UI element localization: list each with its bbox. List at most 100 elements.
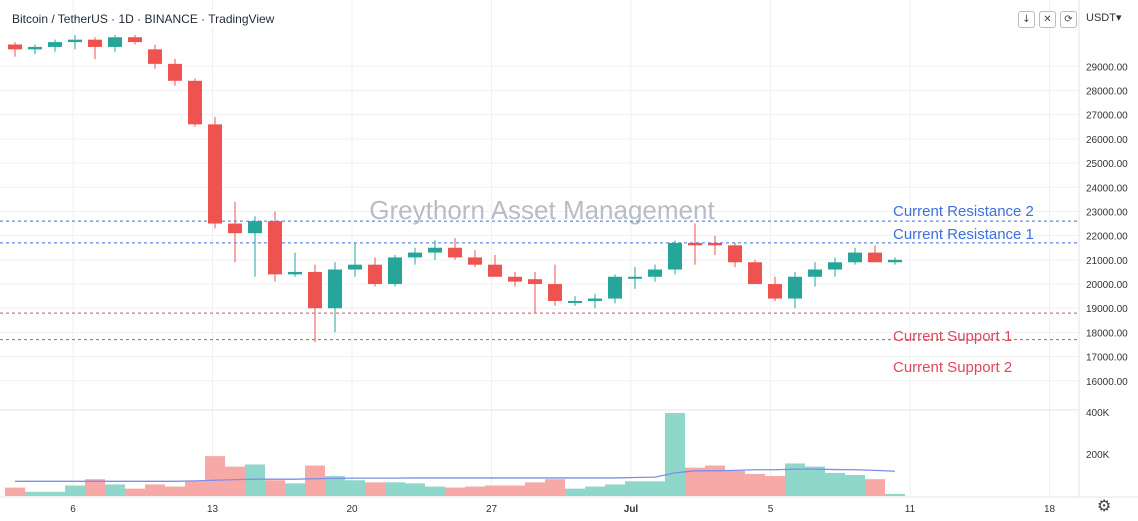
candle — [408, 247, 422, 265]
price-tick-label: 29000.00 — [1086, 62, 1128, 73]
candle-body — [108, 37, 122, 47]
volume-bar — [185, 481, 205, 496]
volume-bar — [165, 486, 185, 496]
candle — [288, 252, 302, 277]
time-tick-label: 13 — [207, 504, 219, 515]
chart-title: Bitcoin / TetherUS · 1D · BINANCE · Trad… — [10, 11, 277, 27]
candle-body — [748, 262, 762, 285]
volume-bar — [725, 470, 745, 496]
time-tick-label: 6 — [70, 504, 76, 515]
candle — [68, 34, 82, 50]
candle-body — [608, 276, 622, 299]
volume-bar — [865, 479, 885, 496]
candle-body — [828, 262, 842, 270]
candle-body — [168, 63, 182, 81]
support-level-label: Current Support 2 — [893, 359, 1012, 376]
candle-body — [708, 242, 722, 246]
price-tick-label: 21000.00 — [1086, 256, 1128, 267]
candle-body — [188, 80, 202, 125]
candle-body — [548, 284, 562, 301]
candle-body — [428, 247, 442, 253]
volume-bar — [65, 485, 85, 496]
volume-tick-label: 200K — [1086, 450, 1110, 461]
candle — [308, 264, 322, 343]
candle-body — [408, 252, 422, 258]
candle — [208, 117, 222, 229]
volume-bar — [445, 487, 465, 496]
volume-bar — [265, 480, 285, 496]
volume-bar — [245, 464, 265, 496]
level-layer: Current Resistance 2 Current Resistance 1… — [0, 203, 1079, 376]
candle-body — [888, 259, 902, 263]
candle — [48, 39, 62, 52]
candle-body — [528, 279, 542, 285]
candle-body — [68, 39, 82, 43]
candle — [348, 242, 362, 277]
candle-body — [328, 269, 342, 309]
candle — [868, 245, 882, 263]
time-axis[interactable]: 6132027Jul5111825 — [70, 504, 1138, 515]
time-tick-label: 27 — [486, 504, 498, 515]
refresh-icon[interactable]: ⟳ — [1060, 11, 1077, 28]
time-tick-label: 20 — [346, 504, 358, 515]
candle-body — [728, 245, 742, 263]
expand-icon[interactable]: ✕ — [1039, 11, 1056, 28]
volume-bar — [625, 481, 645, 496]
volume-bar — [885, 493, 905, 496]
volume-bar — [225, 466, 245, 496]
candle — [528, 271, 542, 314]
price-tick-label: 22000.00 — [1086, 232, 1128, 243]
currency-select[interactable]: USDT▾ — [1086, 11, 1121, 24]
candle — [728, 242, 742, 268]
time-tick-label: 11 — [905, 504, 916, 515]
candle-body — [368, 264, 382, 285]
volume-bar — [305, 465, 325, 496]
candle-body — [148, 49, 162, 64]
candle-body — [208, 124, 222, 224]
arrow-down-icon[interactable]: ↓ — [1018, 11, 1035, 28]
volume-bar — [405, 483, 425, 496]
gear-icon[interactable]: ⚙ — [1097, 496, 1112, 515]
price-axis[interactable]: 16000.00 17000.00 18000.00 19000.00 20000.00… — [1086, 62, 1128, 388]
candle — [688, 223, 702, 265]
candle-body — [488, 264, 502, 277]
currency-label: USDT — [1086, 12, 1116, 24]
candle-body — [628, 276, 642, 279]
candle — [608, 274, 622, 304]
candle — [148, 44, 162, 69]
candle — [808, 262, 822, 287]
volume-axis: 200K 400K — [1086, 408, 1110, 461]
candle-body — [648, 269, 662, 277]
candle-body — [8, 44, 22, 50]
volume-bar — [645, 481, 665, 496]
volume-bar — [705, 465, 725, 496]
volume-bar — [605, 484, 625, 496]
candle — [508, 271, 522, 287]
volume-bar — [105, 484, 125, 496]
volume-bar — [345, 480, 365, 496]
volume-bar — [205, 456, 225, 496]
volume-bar — [325, 476, 345, 496]
candle — [788, 271, 802, 309]
price-tick-label: 24000.00 — [1086, 183, 1128, 194]
candle — [828, 257, 842, 277]
candle-body — [128, 37, 142, 43]
candle-body — [588, 298, 602, 301]
price-tick-label: 16000.00 — [1086, 377, 1128, 388]
candle — [368, 257, 382, 287]
volume-tick-label: 400K — [1086, 408, 1110, 419]
volume-bar — [745, 473, 765, 496]
volume-bar — [805, 466, 825, 496]
candle — [748, 259, 762, 285]
price-tick-label: 20000.00 — [1086, 280, 1128, 291]
volume-bar — [845, 475, 865, 496]
time-tick-label: 18 — [1044, 504, 1056, 515]
candle-body — [88, 39, 102, 47]
candle-body — [788, 276, 802, 299]
volume-bar — [125, 488, 145, 496]
candle — [108, 34, 122, 52]
volume-bar — [585, 486, 605, 496]
price-tick-label: 25000.00 — [1086, 159, 1128, 170]
candle-body — [388, 257, 402, 285]
